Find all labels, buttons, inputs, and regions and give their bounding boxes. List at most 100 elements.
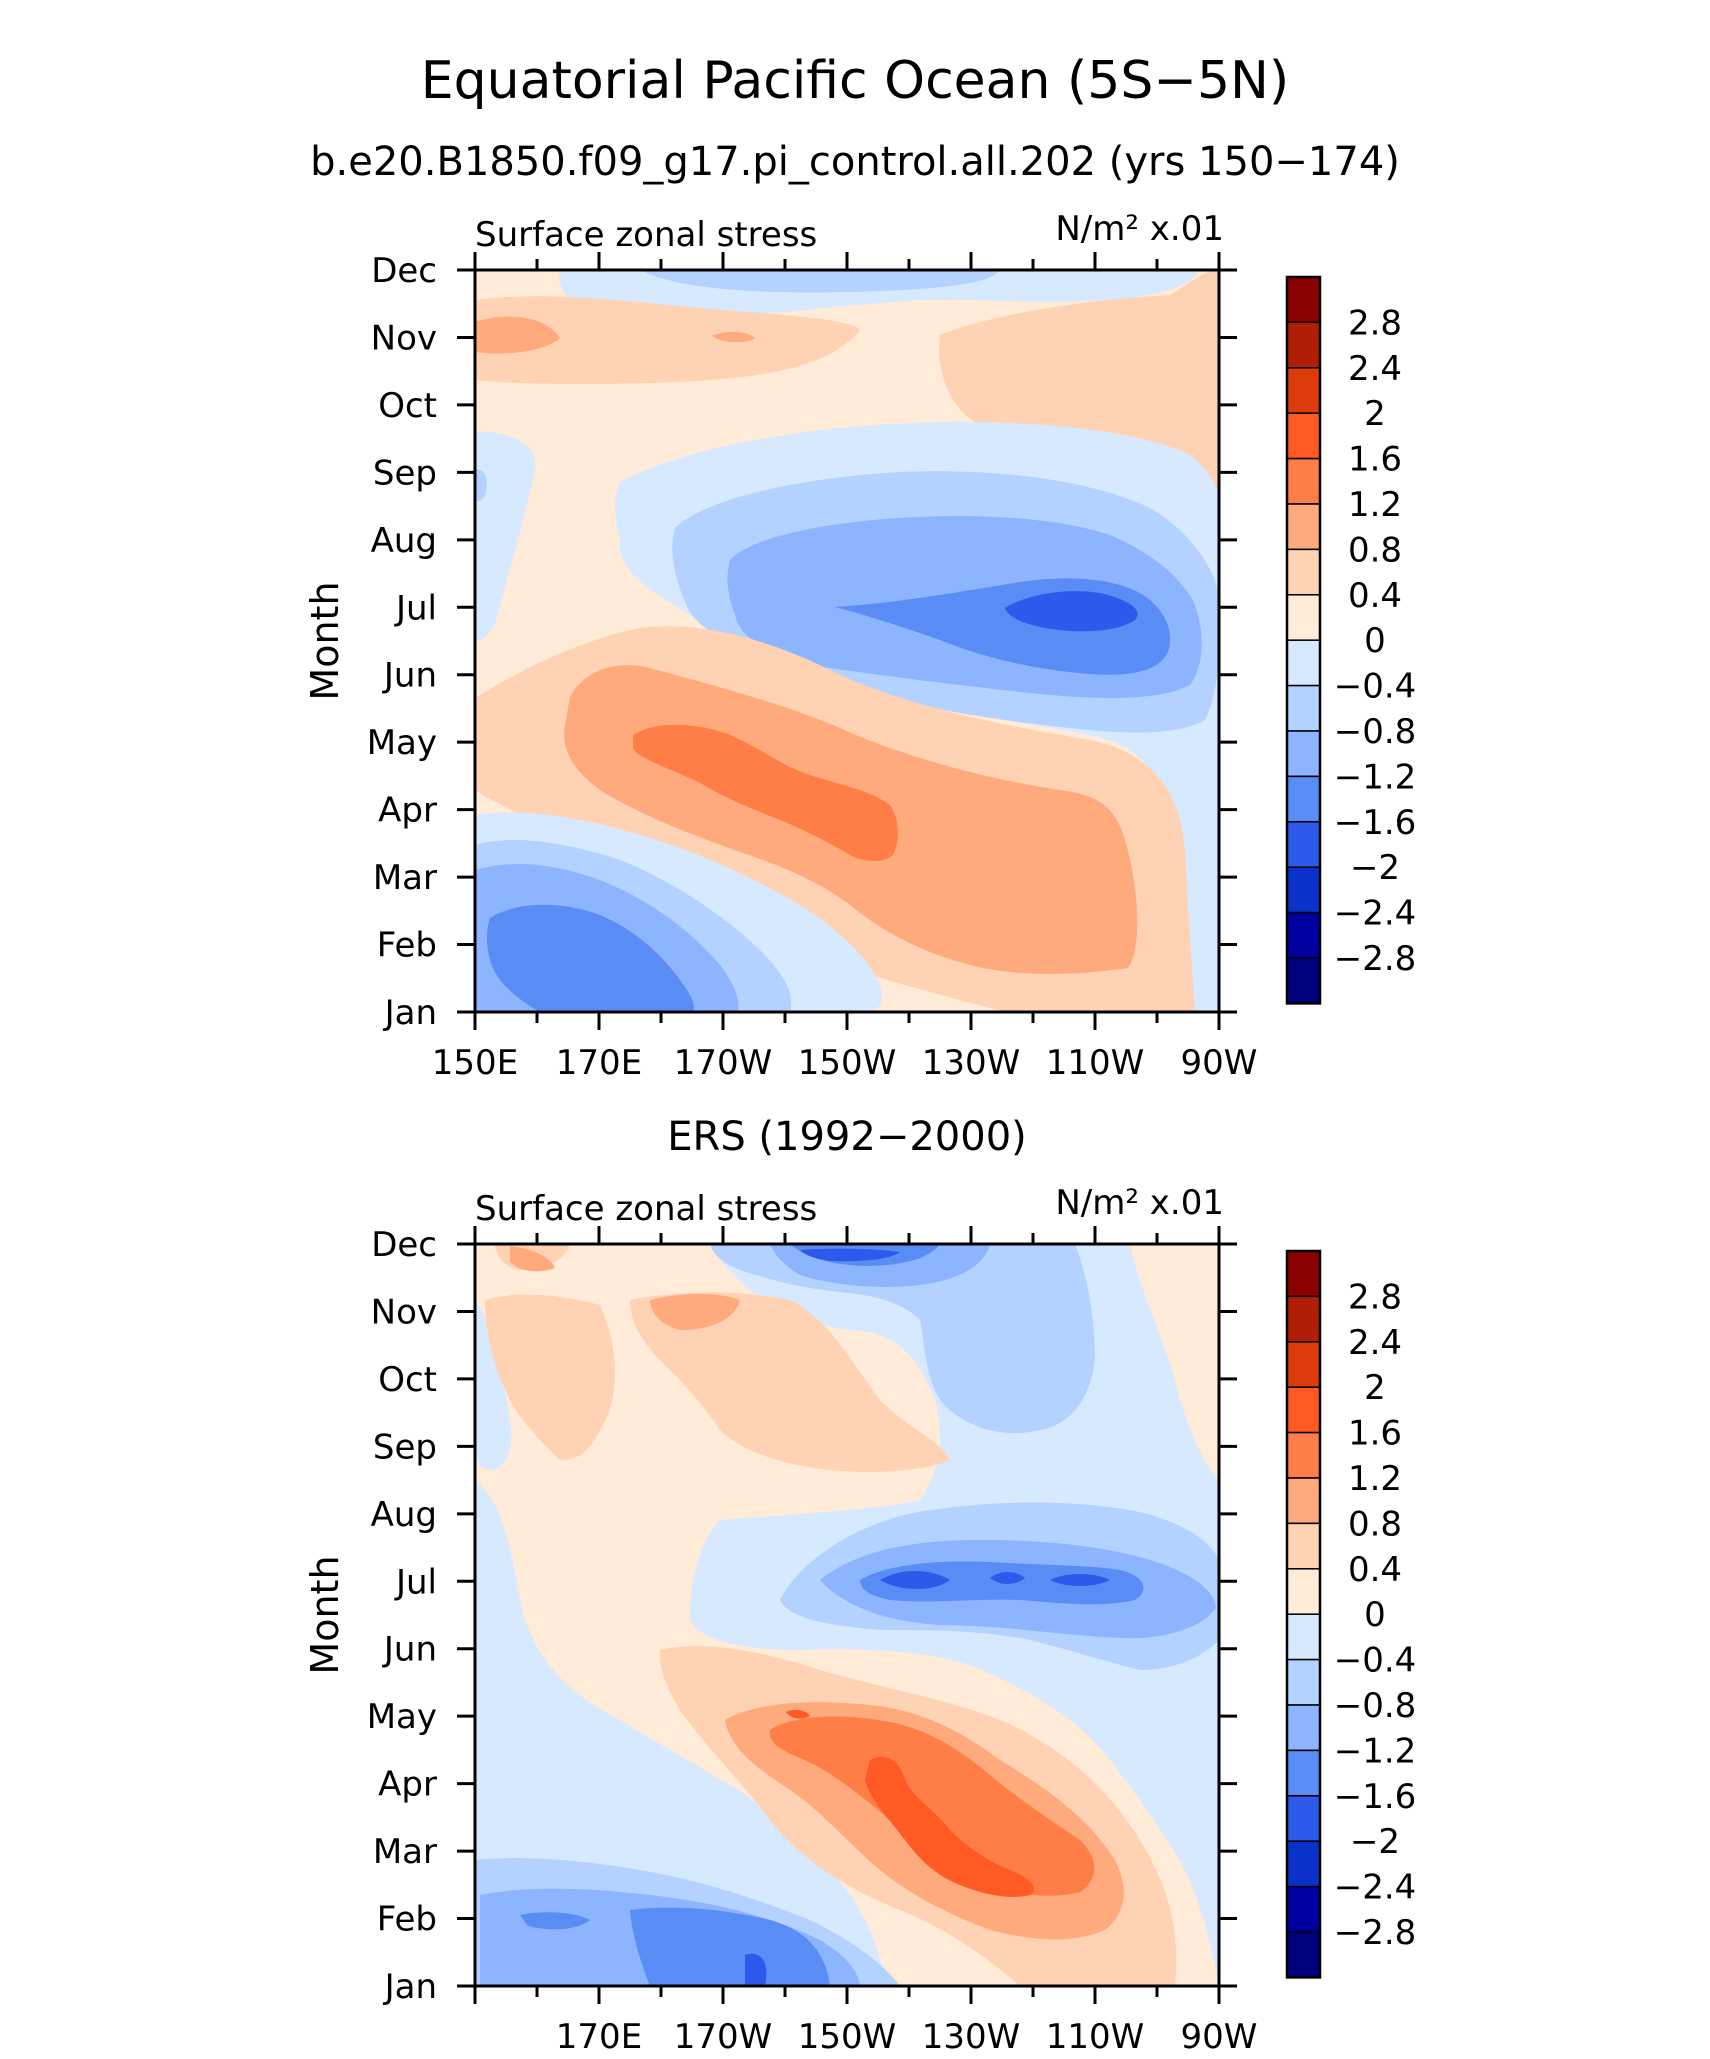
x-tick-label: 90W <box>1181 2017 1258 2057</box>
panel-ers-left-label: Surface zonal stress <box>475 1189 817 1229</box>
colorbar-label: −0.8 <box>1334 1686 1417 1726</box>
y-tick-label: Jan <box>383 993 437 1033</box>
contour-fill <box>630 1292 950 1472</box>
colorbar-swatch <box>1286 1477 1321 1525</box>
figure-title: Equatorial Pacific Ocean (5S−5N) <box>421 51 1289 111</box>
colorbar-swatch <box>1286 1341 1321 1388</box>
y-tick-label: Feb <box>377 926 437 966</box>
colorbar-swatch <box>1286 775 1321 823</box>
contour-fill <box>475 296 860 385</box>
colorbar-label: 1.6 <box>1348 440 1402 480</box>
colorbar-label: 2 <box>1364 1368 1386 1408</box>
contour-fill <box>510 1246 555 1272</box>
colorbar-label: 2.4 <box>1348 1323 1402 1363</box>
x-tick-label: 170W <box>674 1043 773 1083</box>
colorbar-swatch <box>1286 821 1321 868</box>
y-tick-label: Mar <box>373 1832 437 1872</box>
colorbar-swatch <box>1286 548 1321 596</box>
y-tick-label: Nov <box>371 1292 437 1332</box>
contour-fill <box>880 1571 950 1589</box>
panel-ers: Surface zonal stress N/m² x.01 Month <box>303 1183 1257 2057</box>
ers-title: ERS (1992−2000) <box>667 1114 1027 1160</box>
colorbar-label: −0.4 <box>1334 667 1417 707</box>
colorbar-swatch <box>1286 1885 1321 1933</box>
y-tick-label: Apr <box>378 1765 437 1805</box>
y-tick-label: Nov <box>371 318 437 358</box>
contour-fill <box>640 270 1000 293</box>
colorbar-label: −2.4 <box>1334 894 1417 934</box>
y-tick-label: Aug <box>371 1495 437 1535</box>
colorbar-swatch <box>1286 730 1321 778</box>
y-tick-label: Mar <box>373 858 437 898</box>
colorbar-swatch <box>1286 1386 1321 1434</box>
colorbar-label: 0 <box>1364 621 1386 661</box>
colorbar-swatch <box>1286 1840 1321 1888</box>
y-tick-label: Apr <box>378 791 437 831</box>
contour-fill <box>487 904 695 1012</box>
contour-fill <box>633 724 898 862</box>
contour-fill <box>712 332 755 343</box>
colorbar-label: 0.8 <box>1348 530 1402 570</box>
contour-fill <box>745 1953 767 1986</box>
x-tick-label: 150E <box>432 1043 518 1083</box>
colorbar-label: −0.4 <box>1334 1641 1417 1681</box>
colorbar-label: −1.2 <box>1334 1731 1417 1771</box>
colorbar-label: −1.6 <box>1334 803 1417 843</box>
colorbar-swatch <box>1286 684 1321 732</box>
colorbar-swatch <box>1286 1795 1321 1842</box>
colorbar-frame <box>1285 1249 1322 1979</box>
x-tick-label: 170E <box>556 2017 642 2057</box>
panel-ers-ylabel: Month <box>303 1555 347 1674</box>
colorbar-label: 0.4 <box>1348 1550 1402 1590</box>
panel-model: Surface zonal stress N/m² x.01 Month <box>303 209 1257 1083</box>
colorbar-swatch <box>1286 1431 1321 1479</box>
colorbar-label: 1.6 <box>1348 1414 1402 1454</box>
colorbar-swatch <box>1286 866 1321 914</box>
panel-ers-contours <box>475 1244 1219 1986</box>
colorbar-swatch <box>1286 594 1321 641</box>
colorbar-label: −0.8 <box>1334 712 1417 752</box>
colorbar-swatch <box>1286 367 1321 414</box>
colorbar-swatch <box>1286 911 1321 959</box>
y-tick-label: Sep <box>373 453 437 493</box>
colorbar-swatch <box>1286 1704 1321 1752</box>
y-tick-label: Aug <box>371 521 437 561</box>
colorbar-label: 1.2 <box>1348 1459 1402 1499</box>
y-tick-label: Jul <box>394 588 437 628</box>
y-tick-label: Dec <box>371 251 437 291</box>
colorbar-label: −2.8 <box>1334 1913 1417 1953</box>
colorbar-label: 2.8 <box>1348 1277 1402 1317</box>
colorbar-swatch <box>1286 1250 1321 1298</box>
y-tick-label: Oct <box>378 386 437 426</box>
colorbar-swatch <box>1286 957 1321 1005</box>
contour-fill <box>475 469 487 502</box>
colorbar-swatch <box>1286 457 1321 505</box>
panel-model-units-label: N/m² x.01 <box>1055 209 1224 249</box>
figure-subtitle: b.e20.B1850.f09_g17.pi_control.all.202 (… <box>310 139 1400 185</box>
panel-model-axes: Jan Feb Mar Apr May Jun Jul Aug Sep Oct Nov Dec 150E… <box>367 251 1258 1083</box>
y-tick-label: Sep <box>373 1427 437 1467</box>
x-tick-label: 170W <box>674 2017 773 2057</box>
colorbar-swatch <box>1286 1613 1321 1661</box>
colorbar-swatch <box>1286 1568 1321 1615</box>
contour-fill <box>650 1294 740 1330</box>
contour-fill <box>1050 1574 1110 1586</box>
panel-ers-units-label: N/m² x.01 <box>1055 1183 1224 1223</box>
y-tick-label: May <box>367 723 437 763</box>
x-tick-label: 110W <box>1046 1043 1145 1083</box>
colorbar-swatch <box>1286 503 1321 551</box>
colorbar-swatch <box>1286 1295 1321 1343</box>
contour-fill <box>630 1907 830 1986</box>
colorbar-label: −2 <box>1350 848 1400 888</box>
x-tick-label: 90W <box>1181 1043 1258 1083</box>
contour-fill <box>990 1572 1025 1584</box>
colorbar-swatch <box>1286 1749 1321 1797</box>
panel-model-left-label: Surface zonal stress <box>475 215 817 255</box>
contour-fill <box>710 1244 1095 1434</box>
colorbar-swatch <box>1286 412 1321 460</box>
x-tick-label: 130W <box>922 2017 1021 2057</box>
colorbar-swatch <box>1286 276 1321 324</box>
contour-fill <box>475 431 536 641</box>
x-tick-label: 170E <box>556 1043 642 1083</box>
